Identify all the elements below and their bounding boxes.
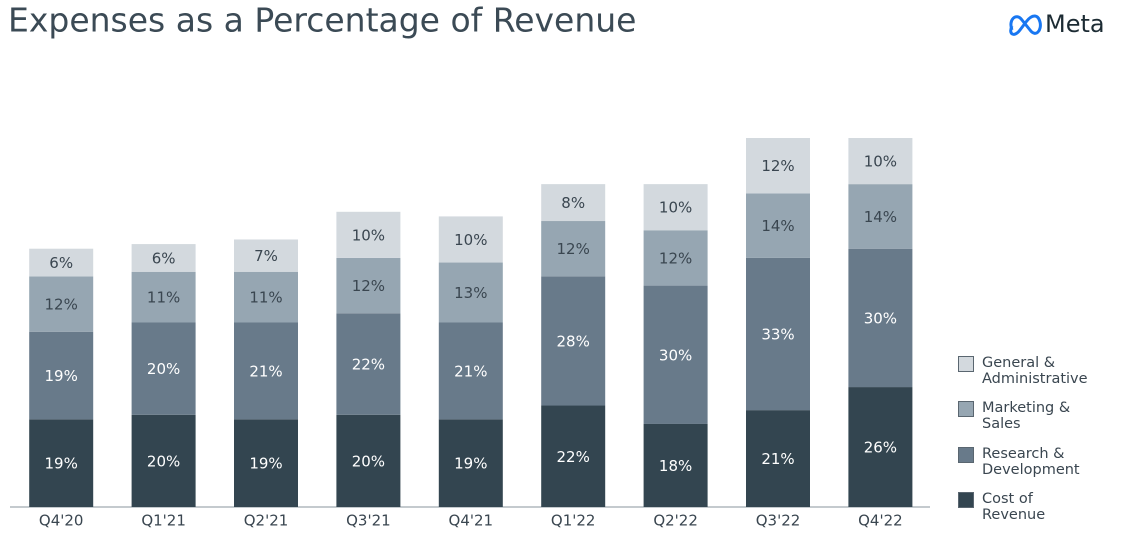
- value-label: 19%: [45, 367, 78, 385]
- value-label: 10%: [352, 226, 385, 244]
- x-tick-label: Q3'21: [346, 512, 391, 530]
- bar-segment: [438, 322, 503, 420]
- legend-item: Research & Development: [958, 446, 1108, 478]
- bar-segment: [848, 138, 913, 185]
- x-tick-label: Q1'22: [551, 512, 596, 530]
- value-label: 21%: [249, 362, 282, 380]
- logo-mark: [1009, 14, 1042, 36]
- value-label: 10%: [659, 199, 692, 217]
- value-label: 22%: [557, 448, 590, 466]
- value-label: 33%: [761, 326, 794, 344]
- value-label: 14%: [761, 217, 794, 235]
- value-label: 20%: [147, 452, 180, 470]
- x-tick-label: Q1'21: [141, 512, 186, 530]
- bar-segment: [438, 419, 503, 507]
- bar-segment: [848, 387, 913, 507]
- value-label: 11%: [147, 289, 180, 307]
- x-tick-label: Q3'22: [756, 512, 801, 530]
- chart-title: Expenses as a Percentage of Revenue: [8, 1, 636, 40]
- value-label: 30%: [659, 346, 692, 364]
- bar-segment: [29, 331, 94, 420]
- value-label: 7%: [254, 247, 278, 265]
- value-label: 6%: [152, 249, 176, 267]
- bar-segment: [234, 322, 298, 420]
- bar-segment: [848, 184, 913, 249]
- legend-item: General & Administrative: [958, 355, 1108, 387]
- value-label: 10%: [454, 231, 487, 249]
- legend-swatch: [958, 401, 974, 417]
- x-tick-label: Q4'20: [39, 512, 84, 530]
- bar-segment: [541, 405, 606, 507]
- legend-label: Research & Development: [982, 446, 1080, 478]
- value-label: 11%: [249, 289, 282, 307]
- value-label: 19%: [249, 455, 282, 473]
- value-label: 12%: [659, 249, 692, 267]
- value-label: 14%: [864, 208, 897, 226]
- value-label: 12%: [45, 296, 78, 314]
- bar-segment: [643, 184, 708, 231]
- value-label: 26%: [864, 439, 897, 457]
- logo-text: Meta: [1045, 10, 1105, 38]
- bar-segment: [131, 271, 196, 323]
- legend-label: Cost of Revenue: [982, 491, 1046, 523]
- value-label: 20%: [352, 452, 385, 470]
- value-label: 12%: [761, 157, 794, 175]
- legend-swatch: [958, 356, 974, 372]
- bar-segment: [541, 276, 606, 406]
- value-label: 18%: [659, 457, 692, 475]
- value-label: 28%: [557, 332, 590, 350]
- bar-segment: [131, 414, 196, 507]
- value-label: 6%: [49, 254, 73, 272]
- bar-segment: [848, 248, 913, 388]
- bar-segment: [541, 221, 606, 277]
- legend-label: General & Administrative: [982, 355, 1088, 387]
- bar-segment: [336, 414, 401, 507]
- bar-segment: [541, 184, 606, 222]
- bar-segment: [336, 211, 401, 258]
- bar-segment: [29, 276, 94, 332]
- legend-item: Marketing & Sales: [958, 400, 1108, 432]
- bar-segment: [643, 285, 708, 424]
- bar-segment: [746, 257, 810, 411]
- bar-segment: [131, 322, 196, 415]
- bar-segment: [29, 419, 94, 507]
- value-label: 13%: [454, 284, 487, 302]
- bar-segment: [336, 313, 401, 415]
- value-label: 21%: [454, 362, 487, 380]
- bar-segment: [438, 262, 503, 323]
- bar-segment: [234, 271, 298, 323]
- value-label: 12%: [352, 277, 385, 295]
- value-label: 20%: [147, 360, 180, 378]
- value-label: 12%: [557, 240, 590, 258]
- bar-segment: [746, 138, 810, 194]
- value-label: 21%: [761, 450, 794, 468]
- bar-segment: [131, 244, 196, 272]
- bar-segment: [336, 257, 401, 314]
- legend-label: Marketing & Sales: [982, 400, 1071, 432]
- bar-segment: [234, 239, 298, 272]
- x-tick-label: Q4'22: [858, 512, 903, 530]
- legend-swatch: [958, 492, 974, 508]
- x-tick-label: Q2'22: [653, 512, 698, 530]
- value-label: 19%: [45, 455, 78, 473]
- value-label: 19%: [454, 455, 487, 473]
- legend-item: Cost of Revenue: [958, 491, 1108, 523]
- legend-swatch: [958, 447, 974, 463]
- bar-segment: [234, 419, 298, 507]
- bar-segment: [29, 248, 94, 277]
- value-label: 10%: [864, 153, 897, 171]
- x-tick-label: Q2'21: [244, 512, 289, 530]
- bar-segment: [746, 193, 810, 258]
- bar-segment: [643, 230, 708, 286]
- value-label: 8%: [561, 194, 585, 212]
- bar-segment: [746, 410, 810, 507]
- bar-segment: [438, 216, 503, 263]
- x-tick-label: Q4'21: [449, 512, 494, 530]
- value-label: 30%: [864, 309, 897, 327]
- value-label: 22%: [352, 356, 385, 374]
- bar-segment: [643, 423, 708, 507]
